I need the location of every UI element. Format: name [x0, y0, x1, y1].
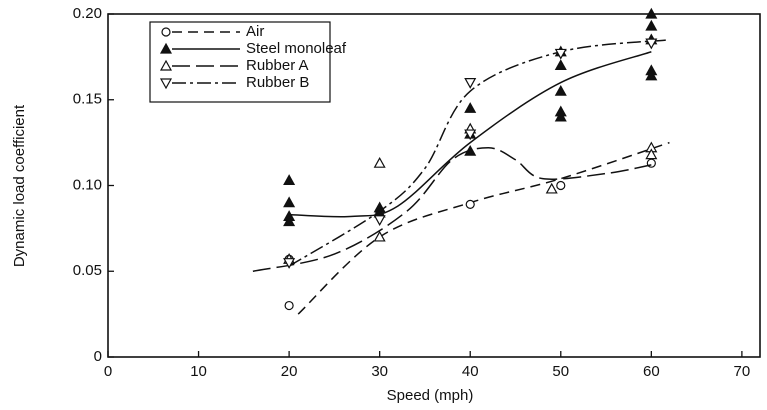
- point: [554, 110, 567, 122]
- point: [554, 59, 567, 71]
- point: [373, 230, 386, 242]
- x-tick-label: 0: [104, 363, 112, 380]
- y-tick-label: 0.20: [73, 5, 102, 22]
- legend-label: Rubber A: [246, 57, 309, 74]
- y-axis-label: Dynamic load coefficient: [11, 104, 28, 267]
- point: [545, 182, 558, 194]
- point: [284, 300, 294, 311]
- point: [645, 38, 658, 50]
- x-tick-label: 70: [734, 363, 751, 380]
- x-tick-label: 50: [552, 363, 569, 380]
- y-tick-label: 0.10: [73, 176, 102, 193]
- point: [283, 174, 296, 185]
- point: [554, 48, 567, 60]
- fit-curve: [288, 38, 670, 267]
- legend-marker: [159, 59, 173, 71]
- x-tick-label: 30: [371, 363, 388, 380]
- legend-label: Steel monoleaf: [246, 40, 347, 57]
- legend-marker: [159, 42, 173, 54]
- point: [464, 129, 477, 141]
- legend-marker: [159, 78, 173, 90]
- point: [465, 199, 475, 209]
- point: [554, 84, 567, 96]
- x-axis-label: Speed (mph): [387, 387, 474, 404]
- point: [373, 215, 386, 227]
- point: [645, 19, 658, 31]
- legend-label: Rubber B: [246, 74, 309, 91]
- fit-curve: [297, 141, 670, 315]
- point: [556, 180, 566, 191]
- point: [464, 77, 477, 89]
- legend-label: Air: [246, 23, 264, 40]
- point: [373, 156, 386, 168]
- y-tick-label: 0.15: [73, 91, 102, 108]
- legend-marker: [161, 27, 171, 37]
- y-tick-label: 0.05: [73, 262, 102, 279]
- fit-curve: [289, 51, 652, 218]
- x-tick-label: 40: [462, 363, 479, 380]
- y-tick-label: 0: [94, 348, 102, 365]
- x-tick-label: 10: [190, 363, 207, 380]
- x-tick-label: 20: [281, 363, 298, 380]
- fit-curve: [252, 147, 652, 272]
- legend-box: [149, 21, 331, 103]
- point: [283, 258, 296, 269]
- point: [645, 148, 658, 160]
- point: [283, 215, 296, 227]
- point: [645, 7, 658, 19]
- point: [645, 69, 658, 81]
- point: [464, 102, 477, 113]
- point: [283, 196, 296, 208]
- x-tick-label: 60: [643, 363, 660, 380]
